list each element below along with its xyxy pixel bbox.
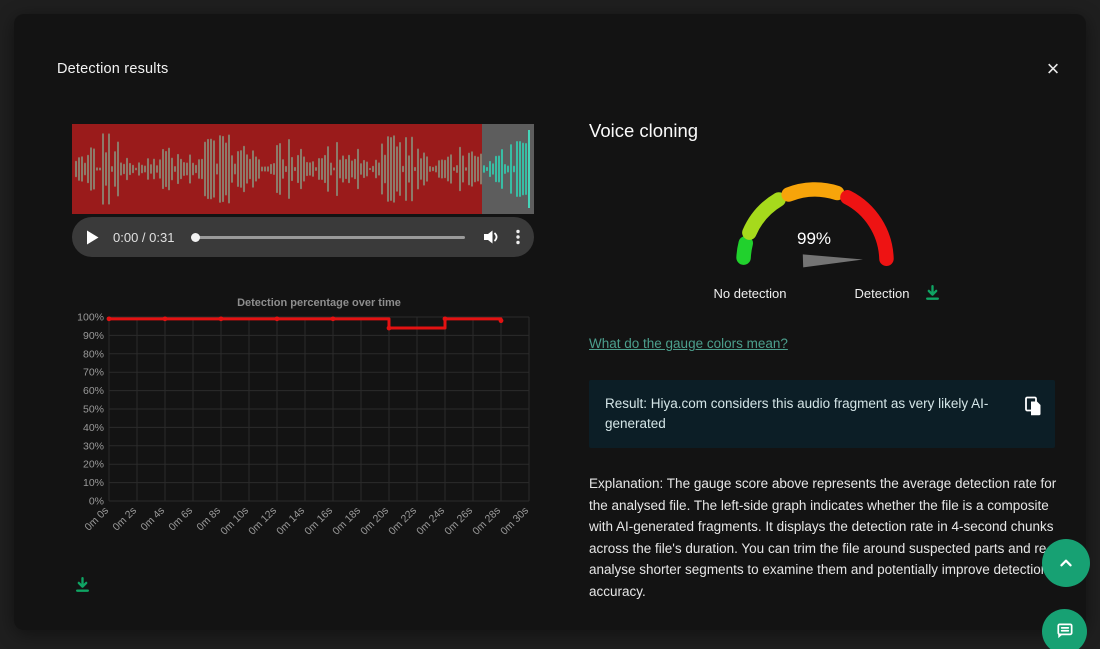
- svg-text:20%: 20%: [83, 459, 104, 471]
- playback-time: 0:00 / 0:31: [113, 229, 175, 245]
- svg-text:0m 4s: 0m 4s: [138, 505, 167, 534]
- chart-download-button[interactable]: [72, 576, 92, 596]
- svg-text:0m 2s: 0m 2s: [110, 505, 139, 534]
- svg-text:50%: 50%: [83, 404, 104, 416]
- svg-text:0m 26s: 0m 26s: [442, 505, 475, 538]
- gauge-segments: [736, 182, 894, 267]
- svg-text:0m 16s: 0m 16s: [302, 505, 335, 538]
- audio-waveform[interactable]: [72, 124, 534, 214]
- download-icon: [75, 576, 89, 592]
- svg-text:70%: 70%: [83, 367, 104, 379]
- svg-text:0m 30s: 0m 30s: [498, 505, 531, 538]
- play-button[interactable]: [86, 230, 99, 245]
- svg-text:80%: 80%: [83, 348, 104, 360]
- close-button[interactable]: ×: [1036, 52, 1070, 86]
- gauge-colors-help-link[interactable]: What do the gauge colors mean?: [589, 336, 788, 351]
- chart-gridlines: [108, 316, 530, 502]
- chart-title: Detection percentage over time: [237, 297, 401, 309]
- chart-data-points: [106, 316, 504, 331]
- kebab-menu-icon: [516, 229, 520, 245]
- modal-title: Detection results: [57, 61, 169, 77]
- voice-cloning-heading: Voice cloning: [589, 120, 699, 141]
- svg-text:40%: 40%: [83, 422, 104, 434]
- chart-y-axis-labels: 0% 10% 20% 30% 40% 50% 60% 70% 80% 90% 100%: [77, 312, 104, 508]
- volume-button[interactable]: [483, 229, 500, 245]
- explanation-text: Explanation: The gauge score above repre…: [589, 476, 1057, 599]
- gauge-download-button[interactable]: [922, 284, 942, 304]
- svg-text:0m 6s: 0m 6s: [166, 505, 195, 534]
- scroll-top-button[interactable]: [1042, 539, 1090, 587]
- svg-text:60%: 60%: [83, 385, 104, 397]
- download-icon: [925, 284, 939, 300]
- svg-text:0m 18s: 0m 18s: [330, 505, 363, 538]
- chat-button[interactable]: [1042, 609, 1087, 649]
- svg-text:30%: 30%: [83, 440, 104, 452]
- waveform-cursor: [528, 130, 530, 208]
- gauge-min-label: No detection: [713, 286, 787, 301]
- copy-icon: [1024, 396, 1040, 416]
- svg-text:0m 12s: 0m 12s: [246, 505, 279, 538]
- gauge-max-label: Detection: [854, 286, 910, 301]
- svg-text:100%: 100%: [77, 312, 104, 324]
- svg-text:0m 10s: 0m 10s: [218, 505, 251, 538]
- svg-text:0%: 0%: [89, 496, 104, 508]
- svg-text:0m 20s: 0m 20s: [358, 505, 391, 538]
- seek-slider[interactable]: [191, 232, 465, 242]
- gauge-value: 99%: [796, 229, 832, 248]
- gauge-needle: [802, 254, 863, 268]
- audio-player: 0:00 / 0:31: [72, 217, 534, 257]
- svg-text:0m 0s: 0m 0s: [82, 505, 111, 534]
- svg-text:0m 14s: 0m 14s: [274, 505, 307, 538]
- result-box: Result: Hiya.com considers this audio fr…: [589, 380, 1055, 448]
- seek-thumb[interactable]: [191, 232, 201, 242]
- waveform-graphic: [72, 124, 534, 214]
- svg-text:10%: 10%: [83, 477, 104, 489]
- svg-text:90%: 90%: [83, 330, 104, 342]
- svg-text:0m 22s: 0m 22s: [386, 505, 419, 538]
- svg-text:0m 24s: 0m 24s: [414, 505, 447, 538]
- chat-icon: [1057, 623, 1073, 639]
- volume-icon: [484, 230, 498, 244]
- copy-result-button[interactable]: [1023, 396, 1043, 416]
- play-icon: [87, 230, 99, 244]
- detection-results-modal: Detection results × 0:00 / 0:31: [14, 14, 1086, 630]
- chevron-up-icon: [1060, 559, 1072, 567]
- player-menu-button[interactable]: [516, 229, 520, 245]
- chart-line: [109, 317, 503, 330]
- detection-gauge: [736, 182, 894, 268]
- svg-text:0m 28s: 0m 28s: [470, 505, 503, 538]
- detection-percentage-chart: 0%10%20%30%40%50%60%70%80%90%100%0m 0s 0m…: [77, 312, 531, 538]
- waveform-bars: [75, 133, 530, 205]
- result-text: Result: Hiya.com considers this audio fr…: [605, 396, 989, 431]
